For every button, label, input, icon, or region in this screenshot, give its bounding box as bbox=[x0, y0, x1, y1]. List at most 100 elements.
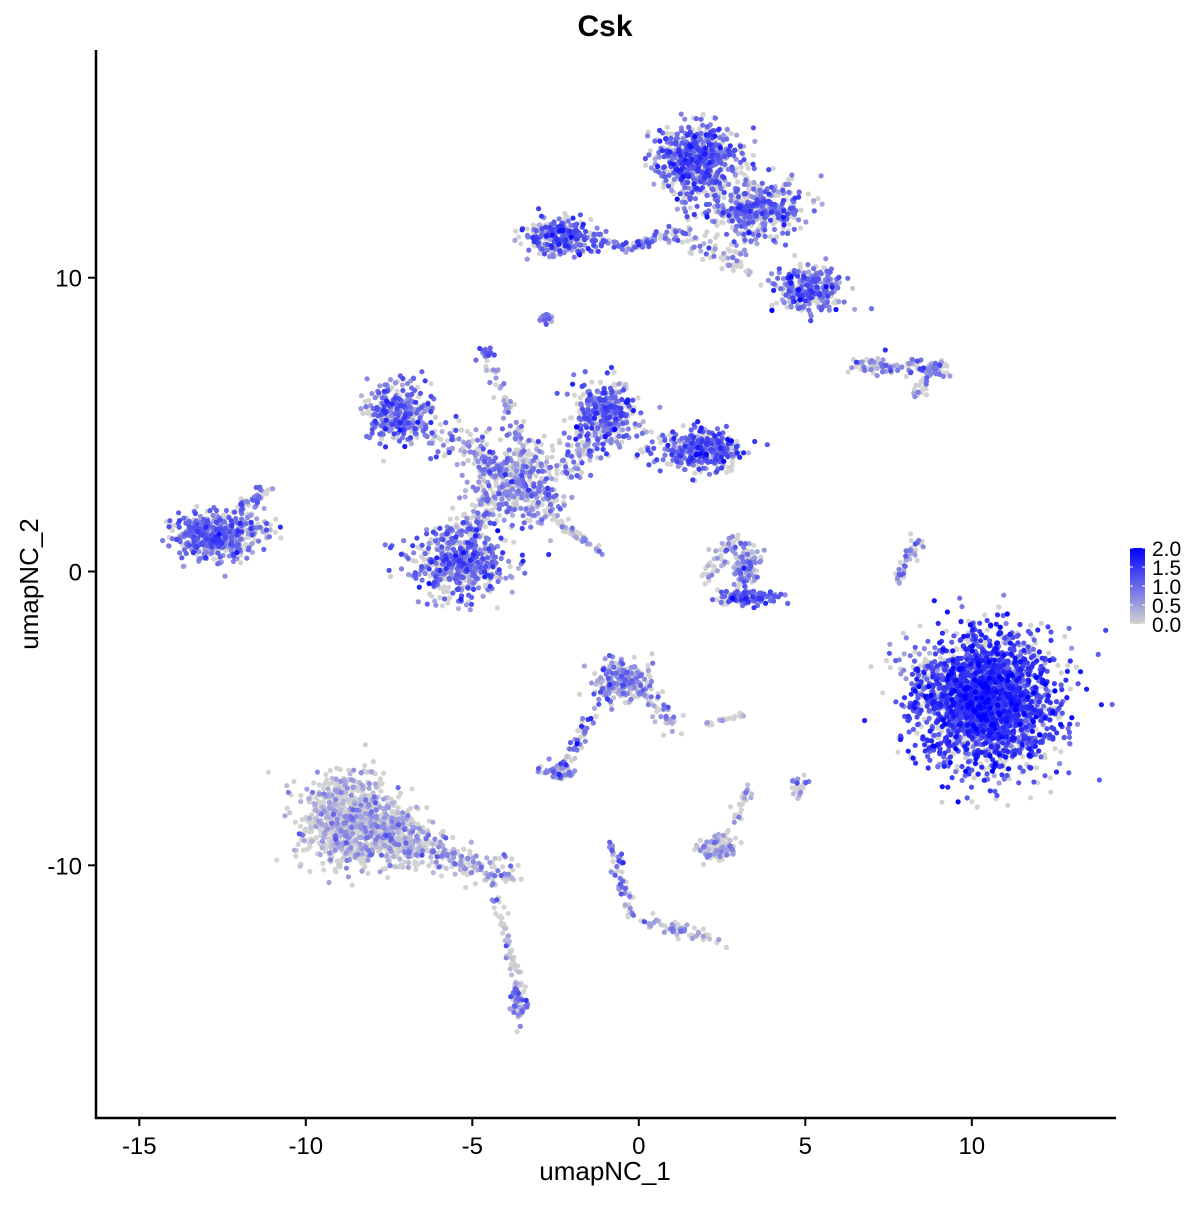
cell-point bbox=[333, 869, 339, 875]
cell-point bbox=[712, 833, 718, 839]
cell-point bbox=[588, 216, 594, 223]
cell-point bbox=[745, 782, 751, 788]
cell-point bbox=[819, 201, 825, 207]
cell-point bbox=[771, 215, 777, 221]
cell-point bbox=[437, 595, 443, 601]
cell-point bbox=[649, 651, 655, 657]
cell-point bbox=[491, 394, 497, 401]
cell-point bbox=[323, 771, 329, 778]
cell-point bbox=[589, 680, 595, 686]
cell-point bbox=[725, 255, 731, 261]
cell-point bbox=[499, 864, 506, 870]
cell-point bbox=[507, 563, 513, 570]
cell-point bbox=[914, 730, 920, 736]
cell-point bbox=[593, 713, 599, 720]
cell-point bbox=[513, 501, 519, 507]
cell-point bbox=[705, 563, 711, 569]
cell-point bbox=[648, 429, 655, 435]
cell-point bbox=[1052, 746, 1058, 752]
cell-point bbox=[505, 910, 511, 917]
cell-point bbox=[440, 828, 446, 835]
cell-point bbox=[273, 516, 279, 522]
cell-point bbox=[668, 131, 674, 137]
cell-point bbox=[727, 837, 733, 844]
cell-point bbox=[395, 810, 401, 816]
cell-point bbox=[679, 239, 685, 245]
cell-point bbox=[447, 516, 453, 522]
cell-point bbox=[719, 540, 725, 546]
cell-point bbox=[484, 855, 490, 861]
cell-point bbox=[509, 512, 516, 519]
cell-point bbox=[336, 862, 342, 869]
cell-point bbox=[536, 250, 543, 257]
cell-point bbox=[507, 472, 513, 478]
cell-point bbox=[815, 195, 821, 202]
cell-point bbox=[480, 593, 486, 599]
cell-point bbox=[650, 910, 656, 917]
cell-point bbox=[352, 801, 358, 807]
cell-point bbox=[709, 722, 715, 728]
cell-point bbox=[377, 869, 383, 875]
cell-point bbox=[938, 655, 944, 661]
cell-point bbox=[939, 799, 945, 805]
cell-point bbox=[553, 477, 559, 483]
cell-point bbox=[572, 392, 578, 398]
cell-point bbox=[366, 785, 372, 791]
cell-point bbox=[298, 799, 304, 805]
cell-point bbox=[735, 532, 741, 538]
cell-point bbox=[908, 531, 914, 537]
cell-point bbox=[1067, 686, 1073, 692]
cell-point bbox=[464, 479, 470, 485]
cell-point bbox=[388, 574, 394, 580]
cell-point bbox=[731, 716, 737, 722]
cell-point bbox=[716, 937, 722, 943]
cell-point bbox=[685, 238, 691, 244]
cell-point bbox=[406, 859, 412, 866]
cell-point bbox=[400, 815, 406, 822]
cell-point bbox=[895, 749, 901, 755]
cell-point bbox=[450, 834, 456, 841]
cell-point bbox=[358, 796, 364, 802]
cell-point bbox=[509, 856, 515, 862]
cell-point bbox=[801, 772, 807, 778]
cell-point bbox=[720, 220, 726, 226]
cell-point bbox=[549, 443, 555, 449]
cell-point bbox=[359, 868, 365, 874]
cell-point bbox=[306, 815, 312, 821]
cell-point bbox=[272, 529, 278, 535]
cell-point bbox=[575, 728, 581, 734]
cell-point bbox=[304, 786, 310, 792]
cell-point bbox=[322, 780, 329, 786]
cell-point bbox=[643, 162, 649, 168]
cell-point bbox=[364, 410, 370, 416]
cell-point bbox=[610, 858, 616, 865]
cell-point bbox=[437, 839, 443, 845]
cell-point bbox=[696, 126, 703, 132]
cell-point bbox=[754, 241, 760, 247]
cell-point bbox=[616, 381, 622, 387]
cell-point bbox=[450, 505, 456, 511]
cell-point bbox=[326, 879, 332, 886]
cell-point bbox=[441, 589, 447, 595]
cell-point bbox=[611, 369, 617, 375]
cell-point bbox=[515, 969, 521, 975]
cell-point bbox=[798, 225, 804, 231]
cell-point bbox=[645, 667, 652, 674]
cell-point bbox=[413, 866, 419, 873]
cell-point bbox=[380, 770, 387, 776]
cell-point bbox=[397, 790, 404, 797]
cell-point bbox=[883, 658, 890, 664]
cell-point bbox=[348, 777, 354, 783]
cell-point bbox=[805, 191, 811, 197]
cell-point bbox=[836, 299, 842, 305]
cell-point bbox=[734, 263, 740, 269]
cell-point bbox=[913, 382, 919, 388]
cell-point bbox=[405, 864, 411, 870]
cell-point bbox=[487, 859, 493, 866]
cell-point bbox=[692, 470, 698, 476]
cell-point bbox=[491, 905, 497, 911]
cell-point bbox=[745, 165, 752, 171]
cell-point bbox=[717, 547, 724, 553]
cell-point bbox=[947, 373, 953, 379]
cell-point bbox=[391, 854, 397, 860]
